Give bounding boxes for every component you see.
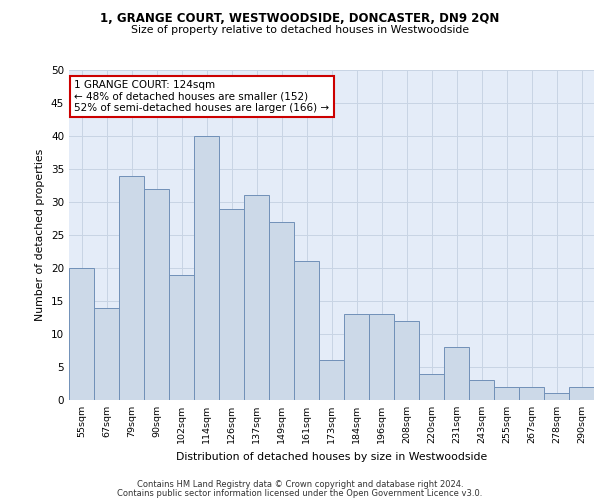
X-axis label: Distribution of detached houses by size in Westwoodside: Distribution of detached houses by size … [176, 452, 487, 462]
Bar [520, 387, 544, 400]
Bar [419, 374, 443, 400]
Bar [569, 387, 593, 400]
Bar [169, 274, 194, 400]
Bar [394, 321, 419, 400]
Bar [244, 196, 269, 400]
Text: 1, GRANGE COURT, WESTWOODSIDE, DONCASTER, DN9 2QN: 1, GRANGE COURT, WESTWOODSIDE, DONCASTER… [100, 12, 500, 26]
Bar [119, 176, 143, 400]
Bar [220, 208, 244, 400]
Bar [544, 394, 569, 400]
Bar [269, 222, 293, 400]
Bar [194, 136, 218, 400]
Text: Contains HM Land Registry data © Crown copyright and database right 2024.: Contains HM Land Registry data © Crown c… [137, 480, 463, 489]
Bar [94, 308, 119, 400]
Bar [494, 387, 518, 400]
Bar [445, 347, 469, 400]
Bar [70, 268, 94, 400]
Bar [319, 360, 344, 400]
Bar [145, 189, 169, 400]
Text: Contains public sector information licensed under the Open Government Licence v3: Contains public sector information licen… [118, 489, 482, 498]
Bar [344, 314, 368, 400]
Bar [295, 262, 319, 400]
Y-axis label: Number of detached properties: Number of detached properties [35, 149, 46, 321]
Text: Size of property relative to detached houses in Westwoodside: Size of property relative to detached ho… [131, 25, 469, 35]
Bar [370, 314, 394, 400]
Text: 1 GRANGE COURT: 124sqm
← 48% of detached houses are smaller (152)
52% of semi-de: 1 GRANGE COURT: 124sqm ← 48% of detached… [74, 80, 329, 113]
Bar [469, 380, 494, 400]
